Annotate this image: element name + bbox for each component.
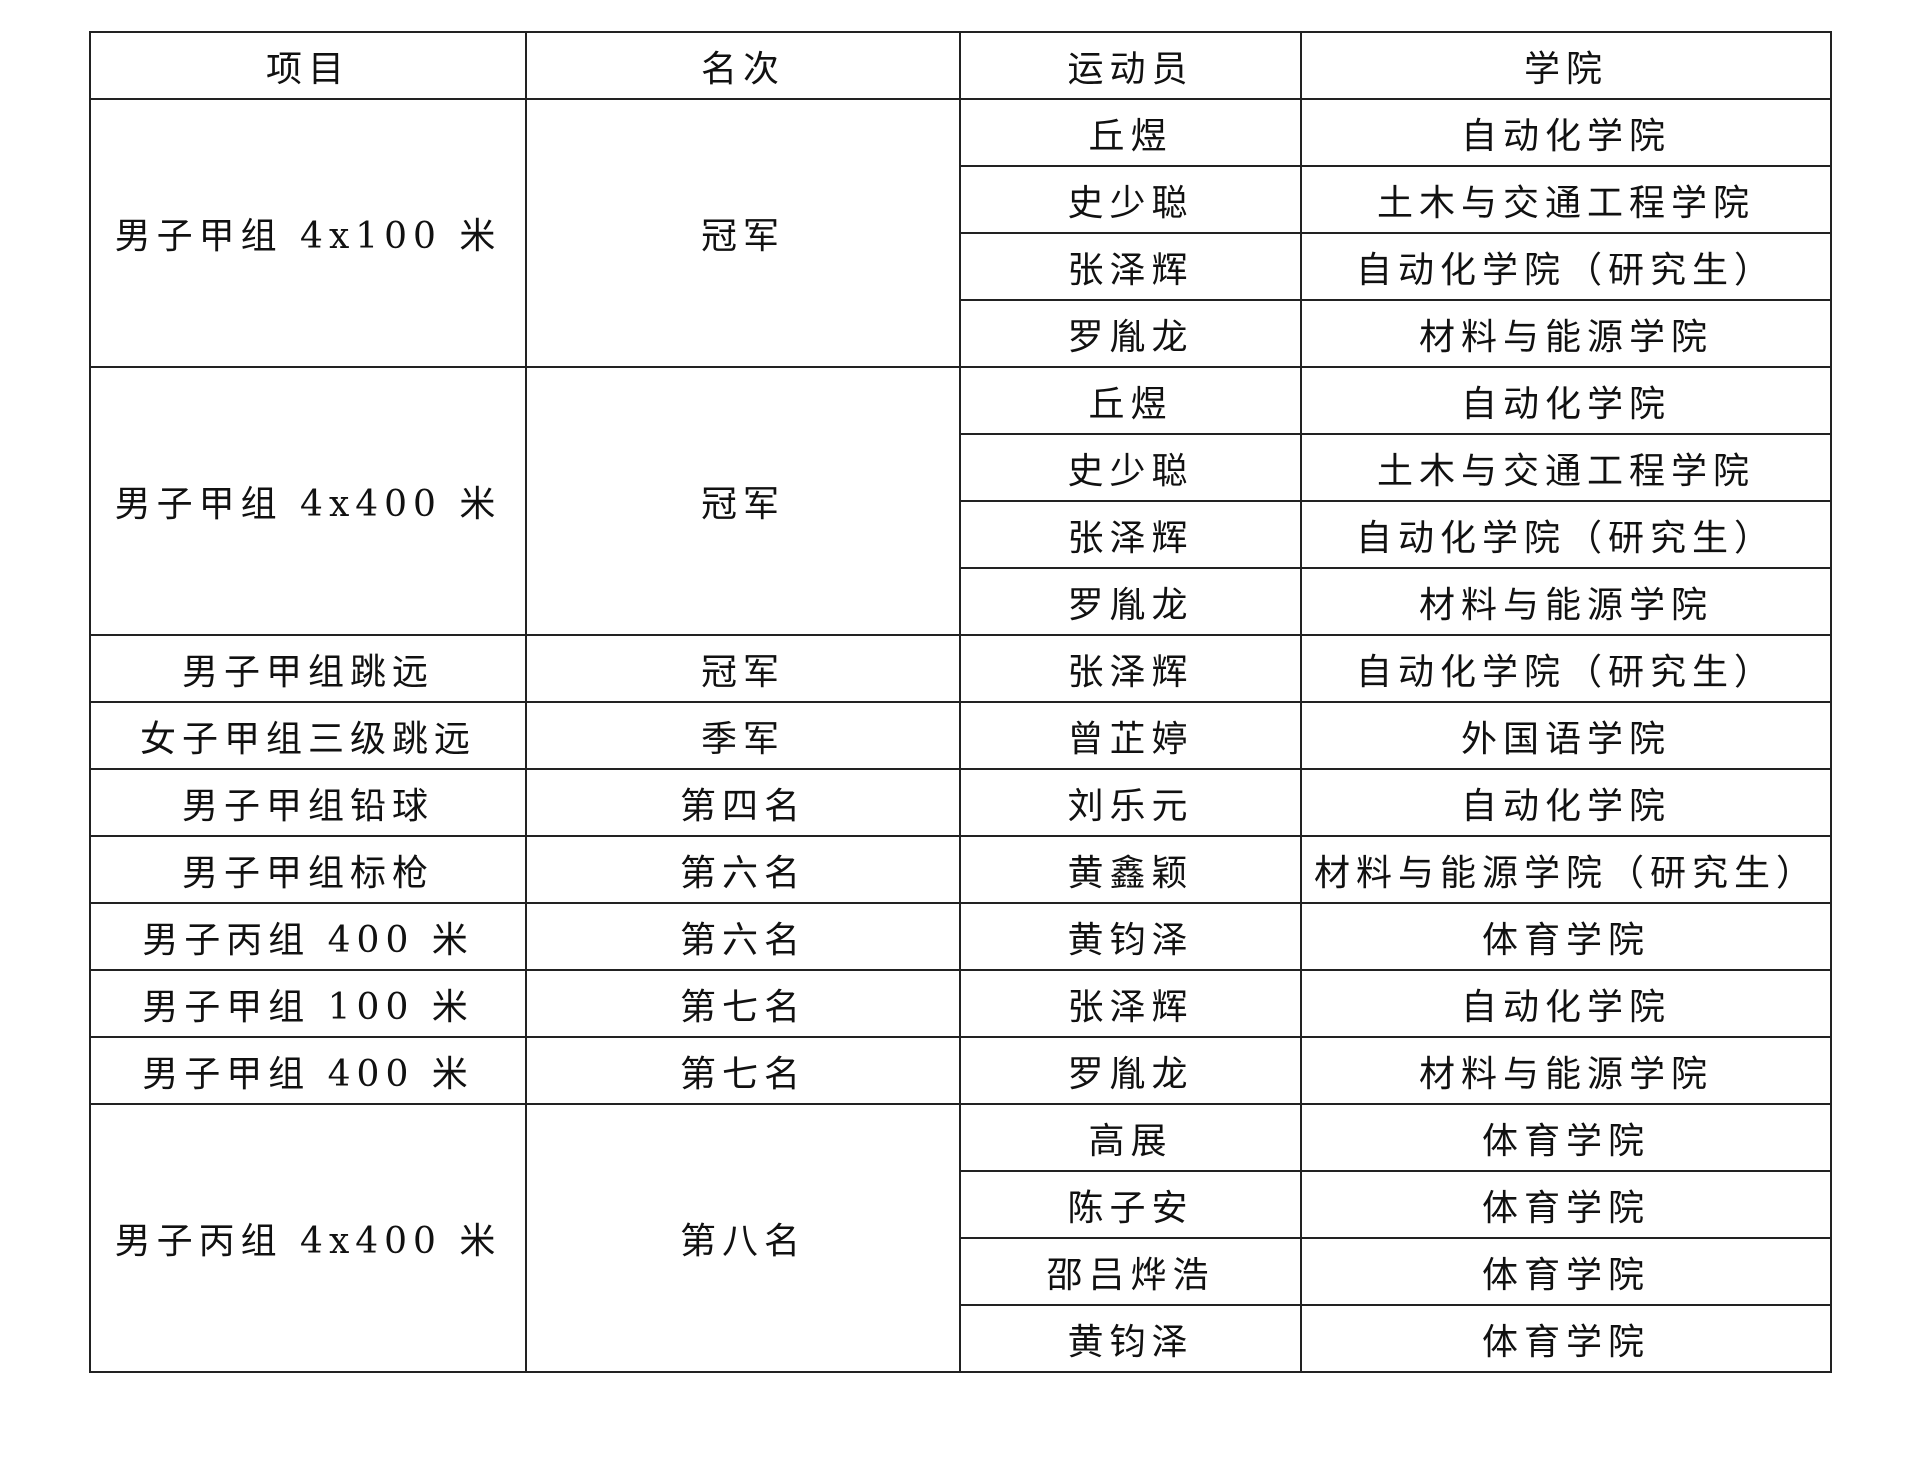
college-cell: 自动化学院（研究生） — [1300, 500, 1832, 569]
table-row: 男子甲组 4x100 米冠军 丘煜 自动化学院 — [89, 98, 1832, 368]
athlete-cell: 张泽辉 — [959, 232, 1302, 301]
table-row: 史少聪 土木与交通工程学院 — [90, 433, 1832, 502]
table-row: 邵吕烨浩 体育学院 — [90, 1237, 1832, 1306]
rank-cell: 第六名 — [525, 835, 961, 904]
table-row: 陈子安 体育学院 — [90, 1170, 1832, 1239]
college-cell: 体育学院 — [1300, 902, 1832, 971]
athlete-cell: 张泽辉 — [959, 634, 1302, 703]
table-row: 罗胤龙 材料与能源学院 — [90, 567, 1832, 636]
athlete-cell: 史少聪 — [959, 433, 1302, 502]
table-row: 男子丙组 4x400 米第八名 高展 体育学院 — [89, 1103, 1832, 1373]
athlete-cell: 张泽辉 — [959, 500, 1302, 569]
college-cell: 体育学院 — [1300, 1103, 1832, 1172]
header-event: 项目 — [89, 31, 527, 100]
rank-cell: 冠军 — [525, 366, 961, 636]
athlete-cell: 黄钧泽 — [959, 902, 1302, 971]
athlete-cell: 罗胤龙 — [959, 299, 1302, 368]
event-cell: 男子甲组铅球 — [89, 768, 527, 837]
header-rank: 名次 — [525, 31, 961, 100]
athlete-cell: 黄鑫颖 — [959, 835, 1302, 904]
rank-cell: 冠军 — [525, 98, 961, 368]
athlete-cell: 高展 — [959, 1103, 1302, 1172]
college-cell: 体育学院 — [1300, 1237, 1832, 1306]
table-row: 史少聪 土木与交通工程学院 — [90, 165, 1832, 234]
event-cell: 男子甲组 4x400 米 — [89, 366, 527, 636]
rank-cell: 第八名 — [525, 1103, 961, 1373]
table-row: 男子甲组 100 米第七名 张泽辉 自动化学院 — [89, 969, 1832, 1038]
table-row: 男子甲组铅球 第四名 刘乐元 自动化学院 — [89, 768, 1832, 837]
results-table: 项目 名次 运动员 学院 男子甲组 4x100 米冠军 丘煜 自动化学院 史少聪 土木与… — [89, 31, 1832, 1373]
event-cell: 男子甲组跳远 — [89, 634, 527, 703]
athlete-cell: 罗胤龙 — [959, 1036, 1302, 1105]
athlete-cell: 曾芷婷 — [959, 701, 1302, 770]
college-cell: 材料与能源学院（研究生） — [1300, 835, 1832, 904]
event-cell: 男子甲组 4x100 米 — [89, 98, 527, 368]
college-cell: 材料与能源学院 — [1300, 567, 1832, 636]
rank-cell: 第七名 — [525, 969, 961, 1038]
table-row: 罗胤龙 材料与能源学院 — [90, 299, 1832, 368]
event-cell: 男子甲组 400 米 — [89, 1036, 527, 1105]
event-cell: 男子甲组 100 米 — [89, 969, 527, 1038]
athlete-cell: 邵吕烨浩 — [959, 1237, 1302, 1306]
event-cell: 男子丙组 4x400 米 — [89, 1103, 527, 1373]
table-row: 黄钧泽 体育学院 — [90, 1304, 1832, 1373]
table-row: 男子甲组跳远 冠军 张泽辉 自动化学院（研究生） — [89, 634, 1832, 703]
college-cell: 材料与能源学院 — [1300, 299, 1832, 368]
header-athlete: 运动员 — [959, 31, 1302, 100]
athlete-cell: 黄钧泽 — [959, 1304, 1302, 1373]
table-body: 男子甲组 4x100 米冠军 丘煜 自动化学院 史少聪 土木与交通工程学院 张泽辉 自动化学… — [89, 98, 1832, 1373]
college-cell: 材料与能源学院 — [1300, 1036, 1832, 1105]
rank-cell: 季军 — [525, 701, 961, 770]
athlete-cell: 罗胤龙 — [959, 567, 1302, 636]
college-cell: 自动化学院 — [1300, 969, 1832, 1038]
table-row: 女子甲组三级跳远 季军 曾芷婷 外国语学院 — [89, 701, 1832, 770]
event-cell: 男子甲组标枪 — [89, 835, 527, 904]
athlete-cell: 丘煜 — [959, 366, 1302, 435]
college-cell: 自动化学院 — [1300, 768, 1832, 837]
table-row: 男子甲组 4x400 米冠军 丘煜 自动化学院 — [89, 366, 1832, 636]
rank-cell: 冠军 — [525, 634, 961, 703]
rank-cell: 第七名 — [525, 1036, 961, 1105]
athlete-cell: 张泽辉 — [959, 969, 1302, 1038]
table-row: 男子甲组标枪 第六名 黄鑫颖 材料与能源学院（研究生） — [89, 835, 1832, 904]
college-cell: 土木与交通工程学院 — [1300, 433, 1832, 502]
college-cell: 体育学院 — [1300, 1170, 1832, 1239]
rank-cell: 第六名 — [525, 902, 961, 971]
college-cell: 外国语学院 — [1300, 701, 1832, 770]
athlete-cell: 陈子安 — [959, 1170, 1302, 1239]
header-row: 项目 名次 运动员 学院 — [89, 31, 1832, 100]
college-cell: 自动化学院 — [1300, 366, 1832, 435]
header-college: 学院 — [1300, 31, 1832, 100]
rank-cell: 第四名 — [525, 768, 961, 837]
table-row: 男子丙组 400 米第六名 黄钧泽 体育学院 — [89, 902, 1832, 971]
table-row: 男子甲组 400 米第七名 罗胤龙 材料与能源学院 — [89, 1036, 1832, 1105]
event-cell: 男子丙组 400 米 — [89, 902, 527, 971]
event-cell: 女子甲组三级跳远 — [89, 701, 527, 770]
table-row: 张泽辉 自动化学院（研究生） — [90, 500, 1832, 569]
athlete-cell: 刘乐元 — [959, 768, 1302, 837]
college-cell: 自动化学院（研究生） — [1300, 634, 1832, 703]
college-cell: 自动化学院（研究生） — [1300, 232, 1832, 301]
athlete-cell: 史少聪 — [959, 165, 1302, 234]
college-cell: 土木与交通工程学院 — [1300, 165, 1832, 234]
college-cell: 体育学院 — [1300, 1304, 1832, 1373]
college-cell: 自动化学院 — [1300, 98, 1832, 167]
table-row: 张泽辉 自动化学院（研究生） — [90, 232, 1832, 301]
athlete-cell: 丘煜 — [959, 98, 1302, 167]
